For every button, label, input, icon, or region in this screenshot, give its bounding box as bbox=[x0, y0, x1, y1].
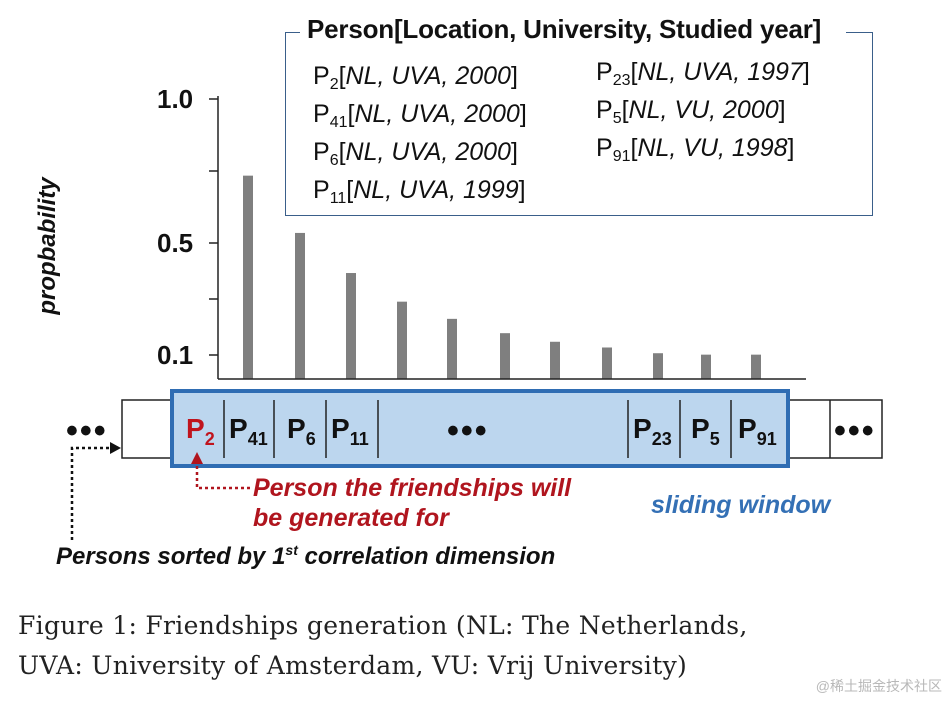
figure-caption: Figure 1: Friendships generation (NL: Th… bbox=[18, 606, 748, 686]
legend-entry: P6[NL, UVA, 2000] bbox=[313, 138, 518, 169]
middle-ellipsis: ••• bbox=[447, 412, 489, 450]
bar bbox=[751, 354, 761, 379]
legend-person-index: 5 bbox=[612, 110, 622, 127]
legend-person-index: 2 bbox=[329, 76, 339, 93]
bar bbox=[602, 347, 612, 379]
cell-person-index: 11 bbox=[349, 429, 369, 449]
bar bbox=[550, 341, 560, 379]
legend-person-index: 41 bbox=[329, 114, 348, 131]
legend-person-info: NL, UVA, 1997 bbox=[637, 58, 803, 86]
watermark: @稀土掘金技术社区 bbox=[815, 678, 942, 694]
cell-person-letter: P bbox=[691, 413, 710, 444]
cell-person-index: 23 bbox=[651, 429, 672, 449]
person-cell-label: P6 bbox=[287, 413, 316, 450]
bar bbox=[500, 333, 510, 379]
cell-person-index: 6 bbox=[305, 429, 316, 449]
legend-entry: P23[NL, UVA, 1997] bbox=[596, 58, 810, 89]
legend-person-letter: P bbox=[313, 62, 330, 90]
legend-person-letter: P bbox=[313, 100, 330, 128]
person-cell-label: P23 bbox=[633, 413, 672, 450]
cell-person-letter: P bbox=[633, 413, 652, 444]
legend-person-letter: P bbox=[596, 58, 613, 86]
target-arrow-head bbox=[191, 452, 203, 464]
target-note-line2: be generated for bbox=[253, 504, 449, 532]
caption-line-1: Figure 1: Friendships generation (NL: Th… bbox=[18, 611, 748, 640]
sorted-arrow-head bbox=[110, 442, 121, 454]
bar bbox=[447, 318, 457, 379]
person-cell-label: P5 bbox=[691, 413, 720, 450]
bar bbox=[295, 232, 305, 379]
cell-person-index: 5 bbox=[709, 429, 720, 449]
cell-person-letter: P bbox=[186, 413, 205, 444]
cell-person-letter: P bbox=[287, 413, 306, 444]
y-tick-1: 1.0 bbox=[157, 84, 194, 114]
sorted-note-suffix: correlation dimension bbox=[297, 543, 556, 570]
sorted-persons-note: Persons sorted by 1st correlation dimens… bbox=[56, 542, 555, 571]
legend-entry: P5[NL, VU, 2000] bbox=[596, 96, 786, 127]
legend-person-info: NL, UVA, 2000 bbox=[354, 100, 520, 128]
legend-person-info: NL, UVA, 2000 bbox=[345, 62, 511, 90]
person-cell-label: P2 bbox=[186, 413, 215, 450]
cell-person-letter: P bbox=[331, 413, 350, 444]
bar bbox=[653, 353, 663, 379]
bar bbox=[243, 175, 253, 379]
legend-person-letter: P bbox=[313, 138, 330, 166]
legend-person-info: NL, VU, 2000 bbox=[628, 96, 779, 124]
legend-title: Person[Location, University, Studied yea… bbox=[303, 14, 826, 45]
sorted-note-prefix: Persons sorted by 1 bbox=[56, 543, 286, 570]
legend-entry: P2[NL, UVA, 2000] bbox=[313, 62, 518, 93]
y-tick-05: 0.5 bbox=[157, 228, 194, 258]
sorted-arrow bbox=[70, 446, 112, 540]
person-cell-label: P41 bbox=[229, 413, 268, 450]
legend-person-index: 23 bbox=[612, 72, 631, 89]
target-note-line1: Person the friendships will bbox=[253, 474, 572, 502]
legend-person-letter: P bbox=[596, 134, 613, 162]
legend-person-letter: P bbox=[596, 96, 613, 124]
sliding-window-label: sliding window bbox=[651, 491, 831, 519]
cell-person-letter: P bbox=[738, 413, 757, 444]
cell-person-index: 41 bbox=[247, 429, 268, 449]
probability-bars bbox=[243, 175, 761, 379]
target-person-note: Person the friendships will be generated… bbox=[253, 473, 571, 533]
y-axis-label: propbability bbox=[34, 177, 61, 315]
right-ellipsis: ••• bbox=[834, 412, 876, 450]
left-ellipsis: ••• bbox=[66, 412, 108, 450]
y-axis bbox=[209, 96, 219, 379]
cell-person-index: 2 bbox=[204, 429, 215, 449]
legend-person-letter: P bbox=[313, 176, 330, 204]
legend-person-info: NL, UVA, 1999 bbox=[353, 176, 519, 204]
person-cell-label: P11 bbox=[331, 413, 369, 450]
legend-box bbox=[285, 32, 873, 217]
legend-entry: P41[NL, UVA, 2000] bbox=[313, 100, 527, 131]
legend-person-index: 6 bbox=[329, 152, 339, 169]
cell-person-index: 91 bbox=[756, 429, 777, 449]
legend-entry: P11[NL, UVA, 1999] bbox=[313, 176, 526, 207]
sorted-note-sup: st bbox=[285, 542, 298, 558]
bar bbox=[346, 273, 356, 379]
person-cell-label: P91 bbox=[738, 413, 777, 450]
strip-dividers bbox=[223, 400, 831, 458]
legend-person-info: NL, VU, 1998 bbox=[637, 134, 788, 162]
caption-line-2: UVA: University of Amsterdam, VU: Vrij U… bbox=[18, 651, 688, 680]
bar bbox=[397, 301, 407, 379]
legend-person-index: 11 bbox=[329, 190, 347, 207]
legend-entry: P91[NL, VU, 1998] bbox=[596, 134, 795, 165]
y-tick-01: 0.1 bbox=[157, 340, 194, 370]
cell-person-letter: P bbox=[229, 413, 248, 444]
bar bbox=[701, 354, 711, 379]
legend-person-index: 91 bbox=[612, 148, 631, 165]
legend-person-info: NL, UVA, 2000 bbox=[345, 138, 511, 166]
